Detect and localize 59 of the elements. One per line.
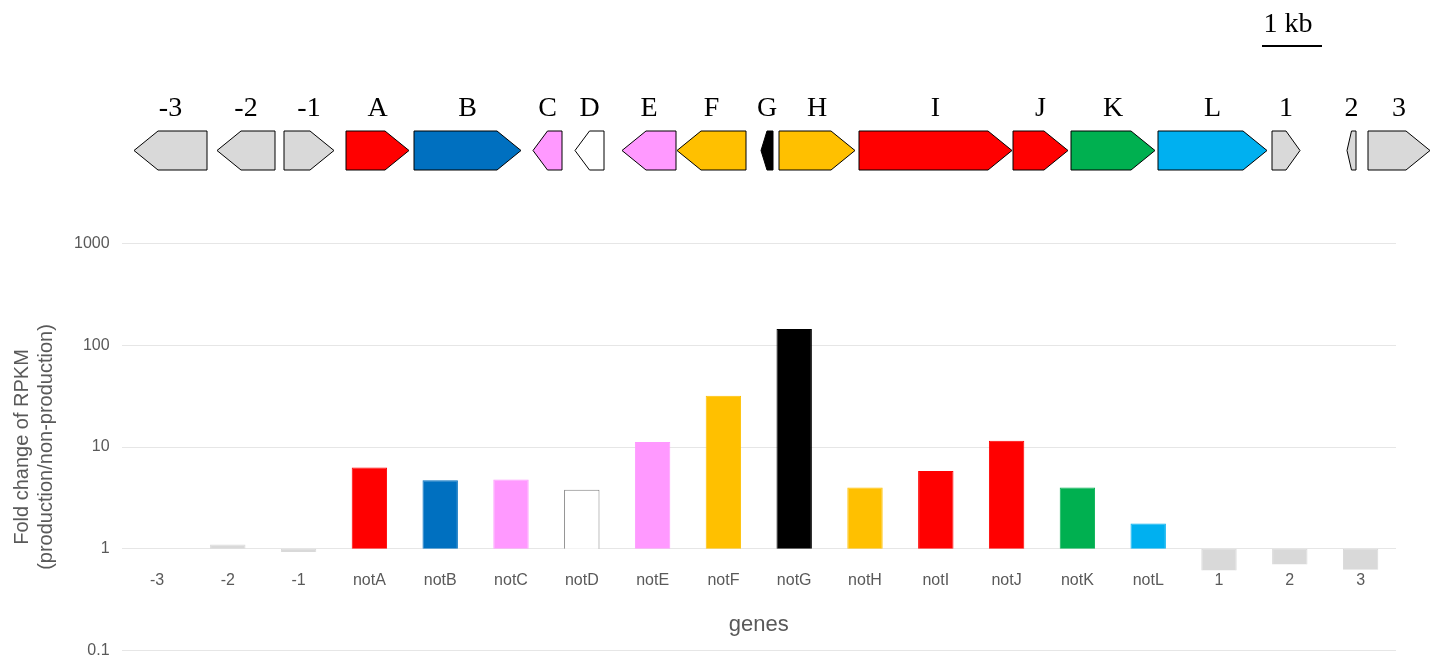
y-tick-label: 1 (100, 539, 110, 557)
text: C (538, 91, 557, 122)
text: 1 kb (1263, 7, 1313, 38)
bar (422, 480, 458, 549)
x-tick-label: -1 (291, 570, 306, 588)
text: B (458, 91, 477, 122)
x-tick-label: notH (848, 570, 882, 588)
x-tick-label: notG (776, 570, 812, 588)
bar (705, 395, 742, 549)
text: K (1102, 91, 1124, 122)
bar (1059, 487, 1096, 549)
y-tick-label: 0.1 (87, 640, 110, 658)
bar (847, 487, 883, 549)
x-tick-label: 2 (1285, 570, 1295, 588)
text: J (1035, 91, 1047, 122)
text: A (367, 91, 389, 122)
x-tick-label: notK (1060, 570, 1095, 588)
y-axis-title: Fold change of RPKM (production/non-production) (9, 324, 56, 570)
text: E (640, 91, 658, 122)
text: 1 (1279, 91, 1293, 122)
x-tick-label: -3 (149, 570, 165, 588)
text: F (703, 91, 720, 122)
text: G (756, 91, 778, 122)
text: 3 (1392, 91, 1406, 122)
bar (776, 328, 812, 549)
x-tick-label: notJ (991, 570, 1022, 588)
x-tick-label: -2 (220, 570, 236, 588)
bar (1201, 548, 1237, 571)
bar (1272, 548, 1308, 565)
text: 2 (1344, 91, 1359, 122)
bar (493, 479, 529, 549)
bar (1342, 548, 1379, 570)
x-tick-label: notL (1132, 570, 1164, 588)
x-tick-label: notA (352, 570, 387, 588)
bar (210, 544, 246, 549)
text: -2 (234, 91, 258, 122)
text: D (579, 91, 600, 122)
text: L (1203, 91, 1222, 122)
x-tick-label: notF (707, 570, 740, 588)
bar (1130, 523, 1166, 549)
x-tick-label: 1 (1214, 570, 1224, 588)
y-tick-label: 1000 (74, 234, 110, 252)
x-tick-label: notI (922, 570, 950, 588)
bar (988, 440, 1025, 549)
text: -1 (297, 91, 321, 122)
y-tick-label: 10 (91, 437, 110, 455)
bar (918, 471, 954, 549)
bar (351, 467, 388, 549)
x-tick-label: notB (423, 570, 457, 588)
x-tick-label: notC (494, 570, 528, 588)
x-axis-title: genes (728, 611, 789, 637)
y-tick-label: 100 (82, 335, 110, 353)
text: -3 (158, 91, 183, 122)
bar (634, 442, 671, 549)
x-tick-label: 3 (1356, 570, 1366, 588)
text: I (930, 91, 941, 122)
x-tick-label: notD (564, 570, 599, 588)
text: H (806, 91, 828, 122)
x-tick-label: notE (636, 570, 670, 588)
